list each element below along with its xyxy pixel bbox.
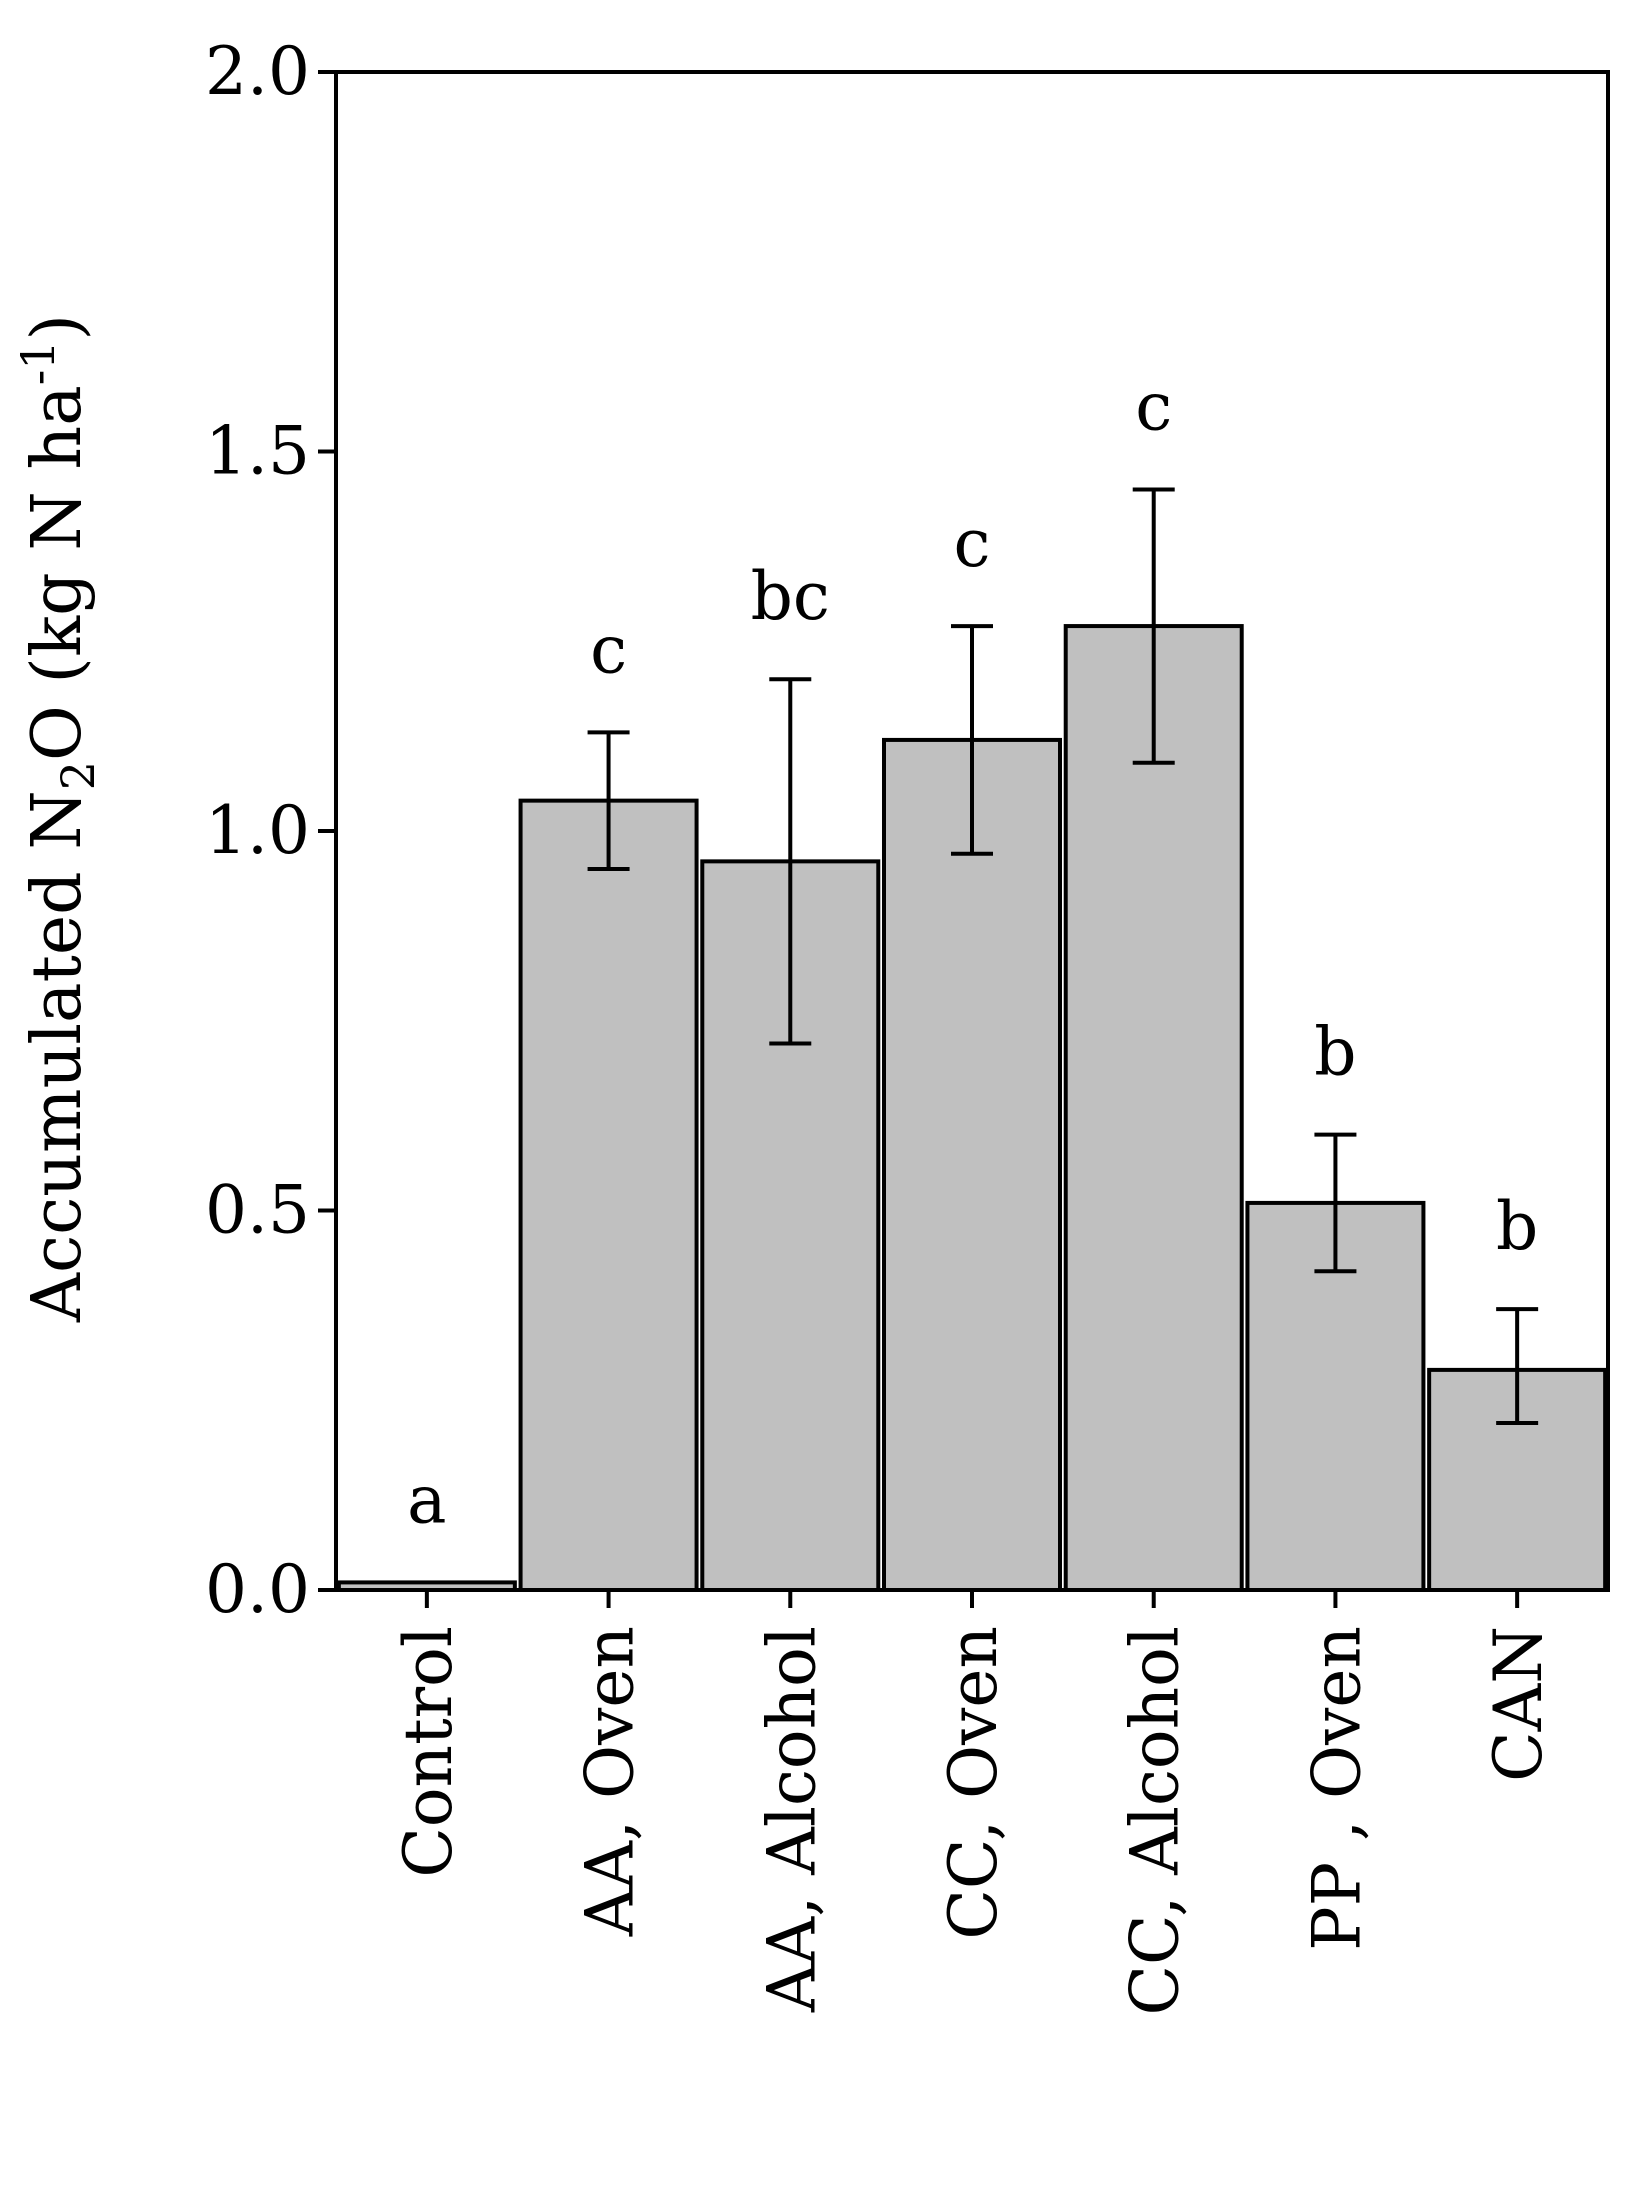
x-tick-label: PP , Oven	[1298, 1626, 1375, 1951]
significance-label: c	[1135, 368, 1172, 445]
bar	[518, 798, 699, 1592]
y-axis-label-group: Accumulated N2O (kg N ha-1)	[11, 314, 105, 1323]
significance-label: b	[1496, 1188, 1538, 1265]
y-tick-label: 2.0	[205, 33, 310, 110]
significance-label: a	[407, 1461, 446, 1538]
bar	[1063, 624, 1244, 1592]
x-tick-label: AA, Oven	[572, 1626, 649, 1937]
plot-frame	[334, 70, 1610, 1592]
significance-label: c	[954, 505, 991, 582]
significance-label: b	[1314, 1014, 1356, 1091]
x-tick-label: AA, Alcohol	[753, 1626, 830, 2013]
y-tick-label: 0.5	[205, 1172, 310, 1249]
x-tick-label: CC, Alcohol	[1117, 1626, 1194, 2015]
y-axis-label-suffix: )	[18, 314, 97, 341]
y-axis-label-prefix: Accumulated N	[18, 790, 97, 1323]
bar	[882, 737, 1062, 1592]
x-tick-label: CC, Oven	[935, 1626, 1012, 1940]
y-axis-label: Accumulated N2O (kg N ha-1)	[11, 314, 105, 1323]
y-tick-label: 0.0	[205, 1551, 310, 1628]
y-tick-label: 1.5	[205, 413, 310, 490]
x-tick-label: CAN	[1480, 1626, 1557, 1782]
significance-label: bc	[751, 558, 830, 635]
y-axis-label-middle: O (kg N ha	[18, 385, 97, 761]
x-tick-label: Control	[390, 1626, 467, 1878]
y-axis-label-subscript: 2	[51, 761, 105, 790]
significance-label: c	[590, 611, 627, 688]
y-axis-label-superscript: -1	[11, 340, 65, 385]
y-tick-label: 1.0	[205, 792, 310, 869]
